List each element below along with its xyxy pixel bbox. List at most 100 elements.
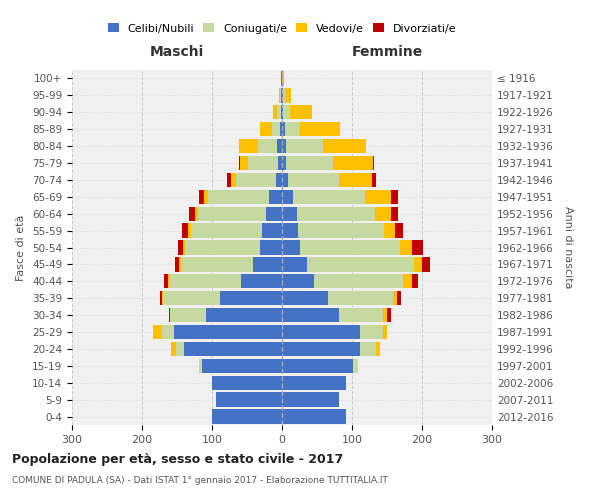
- Bar: [189, 206, 195, 221]
- Bar: [383, 308, 387, 322]
- Bar: [281, 105, 282, 120]
- Bar: [199, 190, 203, 204]
- Bar: [258, 139, 277, 154]
- Bar: [195, 206, 198, 221]
- Bar: [262, 224, 282, 238]
- Bar: [397, 291, 401, 306]
- Bar: [282, 139, 286, 154]
- Bar: [179, 257, 181, 272]
- Bar: [164, 274, 168, 288]
- Bar: [202, 358, 282, 373]
- Bar: [173, 325, 282, 339]
- Bar: [184, 342, 282, 356]
- Bar: [253, 257, 282, 272]
- Bar: [282, 122, 285, 136]
- Bar: [260, 240, 282, 254]
- Bar: [282, 291, 328, 306]
- Bar: [412, 274, 418, 288]
- Bar: [383, 325, 387, 339]
- Bar: [282, 72, 284, 86]
- Bar: [307, 257, 413, 272]
- Bar: [269, 190, 282, 204]
- Y-axis label: Anni di nascita: Anni di nascita: [563, 206, 573, 289]
- Bar: [300, 240, 400, 254]
- Bar: [403, 274, 412, 288]
- Bar: [215, 392, 282, 407]
- Bar: [198, 206, 266, 221]
- Bar: [277, 172, 282, 187]
- Bar: [298, 224, 383, 238]
- Bar: [395, 224, 403, 238]
- Bar: [278, 156, 282, 170]
- Text: Maschi: Maschi: [150, 46, 204, 60]
- Bar: [248, 156, 278, 170]
- Bar: [271, 122, 280, 136]
- Bar: [391, 190, 398, 204]
- Bar: [212, 410, 282, 424]
- Bar: [153, 325, 161, 339]
- Bar: [239, 139, 258, 154]
- Bar: [282, 224, 298, 238]
- Bar: [365, 190, 391, 204]
- Bar: [282, 325, 361, 339]
- Bar: [282, 190, 293, 204]
- Bar: [282, 156, 286, 170]
- Bar: [290, 105, 312, 120]
- Bar: [391, 206, 398, 221]
- Bar: [240, 156, 248, 170]
- Bar: [333, 156, 373, 170]
- Bar: [281, 72, 282, 86]
- Bar: [239, 156, 240, 170]
- Bar: [286, 139, 323, 154]
- Bar: [160, 291, 162, 306]
- Bar: [188, 224, 191, 238]
- Bar: [280, 122, 282, 136]
- Bar: [170, 308, 206, 322]
- Bar: [282, 257, 307, 272]
- Bar: [375, 206, 391, 221]
- Text: Femmine: Femmine: [352, 46, 422, 60]
- Bar: [227, 172, 231, 187]
- Bar: [400, 240, 412, 254]
- Bar: [282, 392, 340, 407]
- Bar: [206, 308, 282, 322]
- Bar: [169, 308, 170, 322]
- Bar: [340, 308, 383, 322]
- Bar: [282, 88, 283, 102]
- Bar: [412, 240, 422, 254]
- Bar: [373, 156, 374, 170]
- Bar: [296, 206, 375, 221]
- Bar: [172, 342, 176, 356]
- Bar: [277, 105, 281, 120]
- Legend: Celibi/Nubili, Coniugati/e, Vedovi/e, Divorziati/e: Celibi/Nubili, Coniugati/e, Vedovi/e, Di…: [103, 19, 461, 38]
- Bar: [323, 139, 366, 154]
- Bar: [231, 172, 236, 187]
- Bar: [168, 274, 170, 288]
- Bar: [241, 274, 282, 288]
- Bar: [191, 224, 262, 238]
- Bar: [279, 88, 280, 102]
- Bar: [163, 291, 220, 306]
- Bar: [282, 172, 289, 187]
- Bar: [185, 240, 260, 254]
- Bar: [282, 358, 353, 373]
- Bar: [392, 291, 397, 306]
- Bar: [182, 224, 188, 238]
- Bar: [236, 172, 277, 187]
- Bar: [208, 190, 269, 204]
- Bar: [314, 274, 403, 288]
- Bar: [162, 291, 163, 306]
- Bar: [282, 105, 283, 120]
- Bar: [282, 410, 346, 424]
- Bar: [281, 88, 282, 102]
- Bar: [338, 172, 371, 187]
- Bar: [328, 291, 392, 306]
- Bar: [422, 257, 430, 272]
- Bar: [286, 156, 333, 170]
- Bar: [282, 308, 340, 322]
- Bar: [293, 190, 365, 204]
- Bar: [282, 274, 314, 288]
- Bar: [280, 88, 281, 102]
- Bar: [182, 240, 185, 254]
- Bar: [199, 358, 202, 373]
